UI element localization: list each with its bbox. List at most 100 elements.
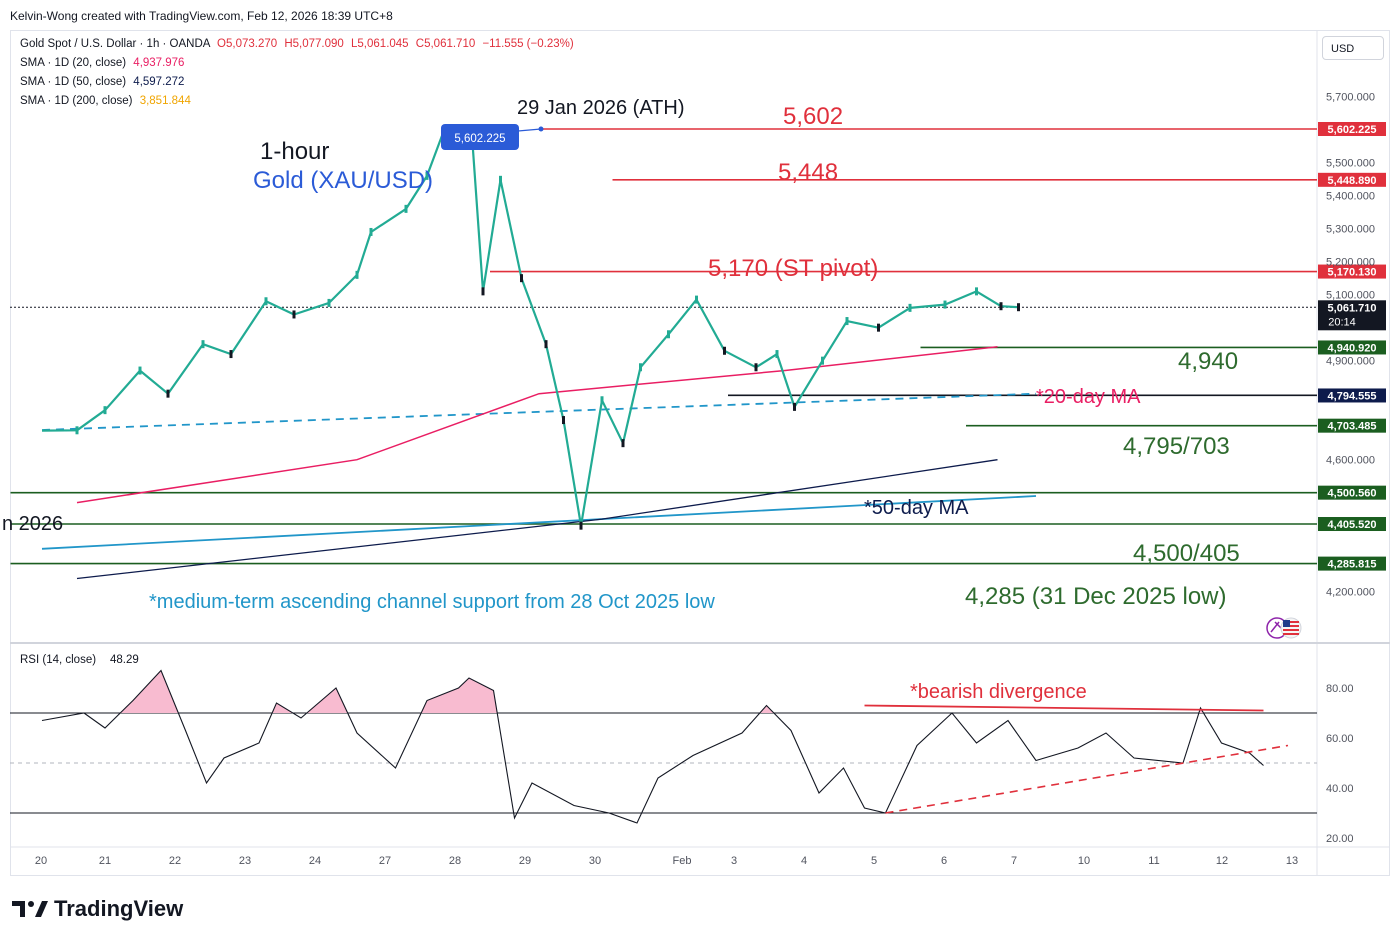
candle	[481, 287, 485, 296]
sma20-legend[interactable]: SMA · 1D (20, close) 4,937.976	[20, 57, 184, 69]
sma20-value: 4,937.976	[133, 57, 185, 69]
rsi-divergence-line[interactable]	[864, 704, 1264, 712]
symbol-legend[interactable]: Gold Spot / U.S. Dollar · 1h · OANDA O5,…	[20, 38, 574, 50]
ohlc-close: C5,061.710	[415, 38, 476, 50]
tradingview-logo-icon	[12, 901, 48, 917]
rsi-axis-tick: 60.00	[1326, 733, 1354, 745]
candle	[754, 363, 758, 372]
candle	[639, 363, 642, 372]
candle	[579, 521, 583, 530]
price-tag-text: 4,794.555	[1328, 390, 1377, 402]
price-line[interactable]	[41, 127, 1019, 527]
candle	[327, 298, 331, 307]
chart-credit: Kelvin-Wong created with TradingView.com…	[10, 9, 393, 23]
symbol-label[interactable]: Gold Spot / U.S. Dollar · 1h · OANDA	[20, 38, 210, 50]
tradingview-logo[interactable]: TradingView	[12, 896, 183, 922]
time-axis-tick: 28	[449, 855, 461, 867]
countdown-text: 20:14	[1328, 316, 1356, 328]
rsi-label[interactable]: RSI (14, close)	[20, 654, 96, 666]
candle	[600, 396, 604, 405]
candle	[166, 389, 170, 398]
candle	[877, 323, 880, 332]
price-tag	[1318, 172, 1386, 187]
candle	[621, 439, 625, 448]
price-tag	[1318, 264, 1386, 279]
ohlc-change: −11.555 (−0.23%)	[482, 38, 574, 50]
sma20-annotation: *20-day MA	[1036, 386, 1141, 408]
price-tag-text: 5,061.710	[1328, 302, 1377, 314]
rsi-trendline[interactable]	[885, 744, 1289, 814]
bearish-divergence-label: *bearish divergence	[910, 681, 1087, 703]
candle	[75, 426, 79, 435]
time-axis-tick: 3	[731, 855, 737, 867]
price-axis-tick: 5,500.000	[1326, 158, 1375, 170]
price-tag-text: 4,405.520	[1328, 519, 1377, 531]
ath-badge[interactable]	[441, 124, 519, 150]
candle	[369, 227, 373, 236]
rsi-line[interactable]	[41, 669, 1264, 824]
time-axis-tick: 10	[1078, 855, 1090, 867]
ohlc-open: O5,073.270	[217, 38, 278, 50]
time-axis-tick: Feb	[673, 855, 692, 867]
rsi-axis-tick: 40.00	[1326, 783, 1354, 795]
sma50-label: SMA · 1D (50, close)	[20, 76, 127, 88]
price-axis-tick: 5,700.000	[1326, 92, 1375, 104]
sma200-value: 3,851.844	[139, 95, 191, 107]
time-axis-tick: 24	[309, 855, 321, 867]
candle	[695, 295, 698, 304]
price-tag-text: 5,448.890	[1328, 175, 1377, 187]
sma200-legend[interactable]: SMA · 1D (200, close) 3,851.844	[20, 95, 191, 107]
time-axis-tick: 27	[379, 855, 391, 867]
currency-button[interactable]: USD	[1322, 36, 1384, 60]
ath-marker	[538, 126, 544, 132]
chart-frame	[10, 30, 1390, 876]
time-axis-tick: 12	[1216, 855, 1228, 867]
price-tag	[1318, 418, 1386, 433]
support-2-label: 4,795/703	[1123, 433, 1230, 460]
price-tag-text: 4,500.560	[1328, 488, 1377, 500]
candle	[229, 350, 233, 359]
time-axis-tick: 30	[589, 855, 601, 867]
pivot-label: 5,170 (ST pivot)	[708, 255, 878, 282]
ath-label: 29 Jan 2026 (ATH)	[517, 97, 685, 119]
price-tag	[1318, 485, 1386, 500]
candle	[292, 310, 296, 319]
candle	[908, 303, 912, 312]
price-tag	[1318, 300, 1386, 331]
sma20-line[interactable]	[76, 346, 998, 504]
price-axis-tick: 4,600.000	[1326, 455, 1375, 467]
price-axis-tick: 5,200.000	[1326, 257, 1375, 269]
time-axis-tick: 7	[1011, 855, 1017, 867]
sma50-legend[interactable]: SMA · 1D (50, close) 4,597.272	[20, 76, 184, 88]
time-axis-tick: 11	[1148, 855, 1159, 867]
sma50-annotation: *50-day MA	[864, 497, 969, 519]
price-tag-text: 5,170.130	[1328, 267, 1377, 279]
price-tag	[1318, 122, 1386, 136]
time-axis-tick: 22	[169, 855, 181, 867]
price-axis-tick: 5,300.000	[1326, 224, 1375, 236]
channel-dashed-line[interactable]	[41, 392, 1037, 431]
resistance-2-label: 5,448	[778, 159, 838, 186]
sma50-line[interactable]	[76, 459, 998, 580]
candle	[264, 297, 268, 306]
ohlc-high: H5,077.090	[284, 38, 344, 50]
us-flag-icon[interactable]	[1266, 617, 1302, 639]
candle	[821, 356, 824, 365]
candle	[775, 350, 779, 359]
resistance-1-label: 5,602	[783, 103, 843, 130]
partial-left-label: n 2026	[2, 513, 63, 535]
support-3-label: 4,500/405	[1133, 540, 1240, 567]
candle	[562, 416, 565, 425]
candle	[544, 340, 548, 349]
tradingview-logo-text: TradingView	[54, 896, 184, 921]
candle	[355, 270, 359, 279]
candle	[1017, 303, 1020, 312]
candle	[943, 300, 947, 309]
price-tag	[1318, 388, 1386, 403]
chart-title-instrument: Gold (XAU/USD)	[253, 167, 433, 194]
candle	[723, 346, 726, 355]
time-axis-tick: 21	[99, 855, 111, 867]
channel-support-line[interactable]	[41, 495, 1037, 550]
time-axis-tick: 23	[239, 855, 251, 867]
